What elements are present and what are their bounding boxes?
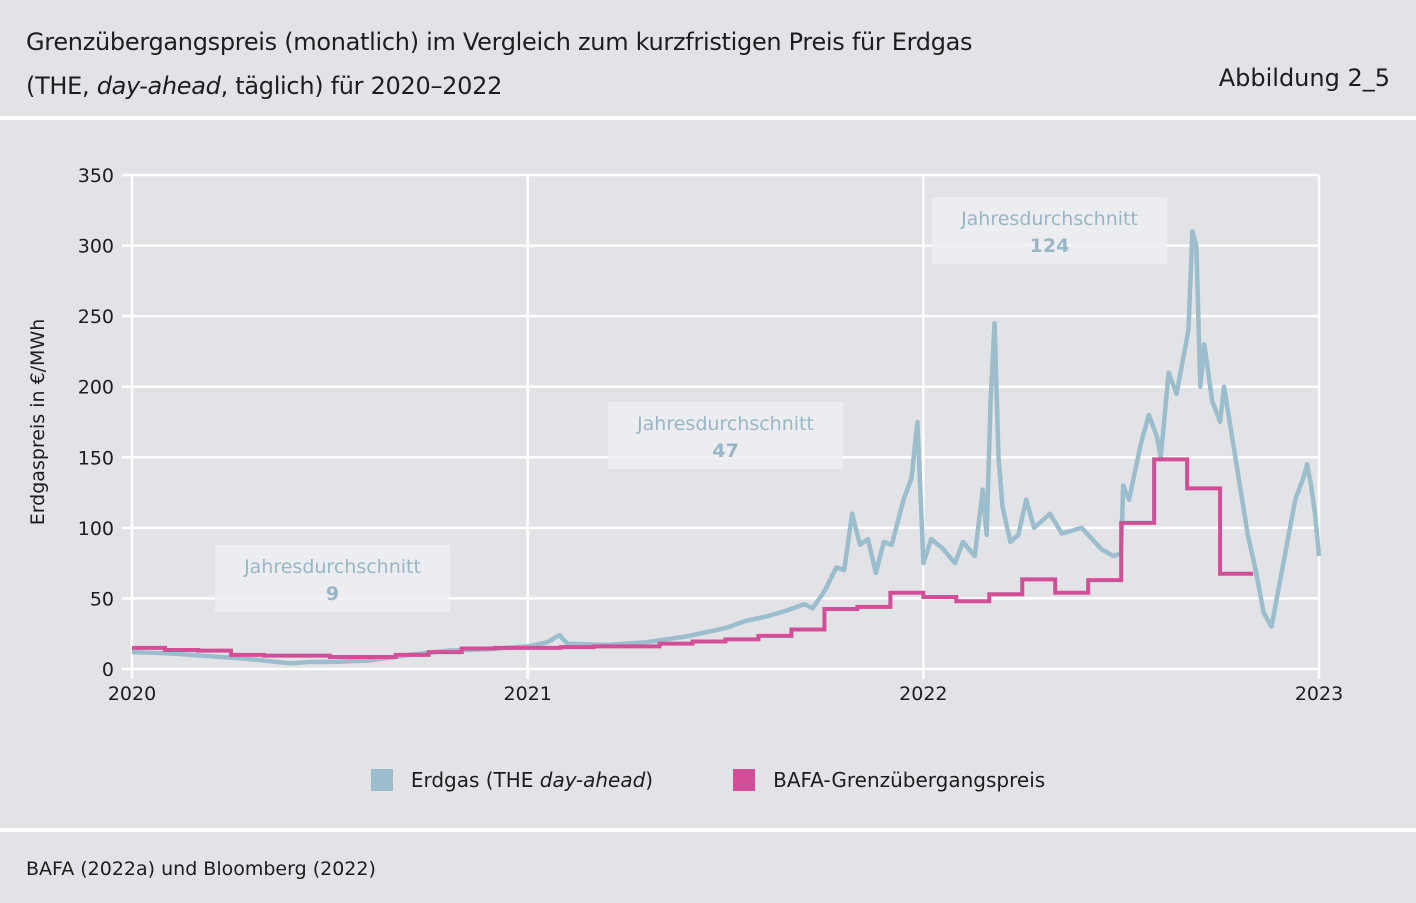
y-tick-label: 0 [102,659,114,681]
annotation-box [608,402,843,469]
x-tick-label: 2020 [108,683,156,705]
series-line-bafa [132,457,1254,660]
annotation-label: Jahresdurchschnitt [636,413,814,435]
y-tick-label: 50 [90,588,114,610]
annotation-value: 124 [1030,235,1070,257]
legend-swatch-erdgas [370,769,393,791]
title-line-1: Grenzübergangspreis (monatlich) im Vergl… [26,28,973,56]
divider [0,828,1416,832]
y-axis-label: Erdgaspreis in €/MWh [27,319,49,526]
y-tick-label: 250 [78,306,114,328]
y-tick-label: 350 [78,165,114,187]
chart: 0 50 100 150 200 250 300 350 2020 2021 2022 2023 Erd… [27,165,1343,705]
y-tick-label: 200 [78,377,114,399]
divider [0,116,1416,120]
title-text: , täglich) für 2020–2022 [220,72,503,100]
chart-title: Grenzübergangspreis (monatlich) im Vergl… [26,20,973,108]
x-tick-label: 2021 [503,683,551,705]
y-tick-label: 100 [78,518,114,540]
legend-swatch-bafa [733,769,756,791]
title-italic: day-ahead [96,72,221,100]
title-text: (THE, [26,72,97,100]
annotation-value: 47 [712,440,738,462]
annotation-box [215,545,450,612]
legend: Erdgas (THE day-ahead) BAFA-Grenzübergan… [0,768,1416,792]
y-tick-label: 300 [78,236,114,258]
figure-label: Abbildung 2_5 [1218,64,1390,92]
annotation-box [932,197,1167,264]
y-tick-label: 150 [78,447,114,469]
legend-label-bafa: BAFA-Grenzübergangspreis [773,768,1046,792]
legend-item-bafa: BAFA-Grenzübergangspreis [733,768,1045,792]
annotation-label: Jahresdurchschnitt [960,208,1138,230]
x-tick-label: 2022 [899,683,947,705]
annotation-label: Jahresdurchschnitt [243,556,421,578]
annotation-value: 9 [326,583,339,605]
source-note: BAFA (2022a) und Bloomberg (2022) [26,858,376,880]
legend-item-erdgas: Erdgas (THE day-ahead) [370,768,654,792]
legend-label-erdgas: Erdgas (THE day-ahead) [410,768,654,792]
title-line-2: (THE, day-ahead, täglich) für 2020–2022 [26,64,972,108]
x-tick-label: 2023 [1295,683,1343,705]
